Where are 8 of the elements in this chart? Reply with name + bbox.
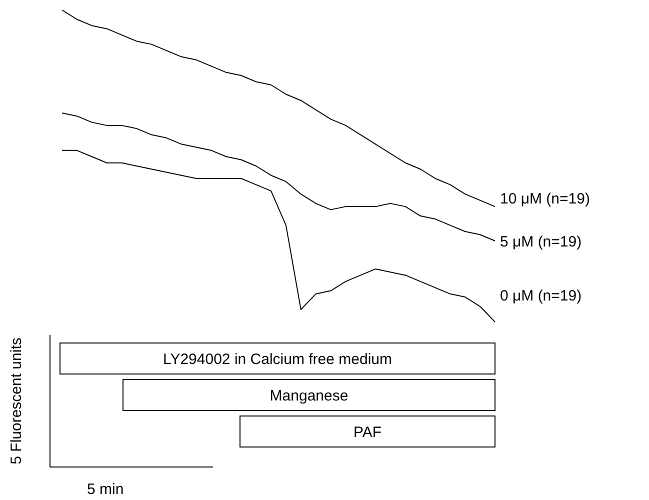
labelled-box: LY294002 in Calcium free medium [60,342,496,374]
text: 5 min [87,481,124,498]
series-label: 5 μM (n=19) [500,234,582,251]
series-label: 0 μM (n=19) [500,288,582,305]
labelled-box: PAF [240,416,496,448]
labelled-box: Manganese [122,379,496,411]
y-axis-title: 5 Fluorescent units [8,338,25,464]
series-label: 10 μM (n=19) [500,190,590,208]
